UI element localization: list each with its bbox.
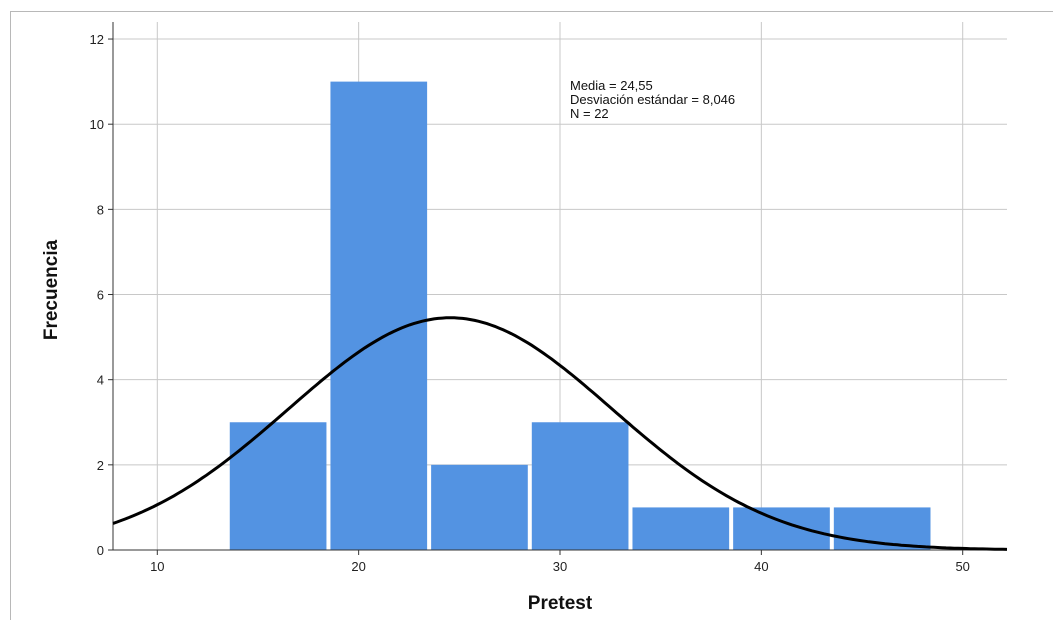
y-ticks: 0 2 4 6 8 10 12 bbox=[90, 32, 113, 558]
x-tick-label: 30 bbox=[553, 559, 567, 574]
bars bbox=[229, 81, 931, 550]
x-axis-title: Pretest bbox=[528, 593, 593, 614]
x-tick-label: 20 bbox=[351, 559, 365, 574]
stats-line-mean: Media = 24,55 bbox=[570, 78, 653, 93]
chart-frame bbox=[10, 11, 1053, 620]
x-ticks: 10 20 30 40 50 bbox=[150, 550, 970, 574]
x-tick-label: 50 bbox=[955, 559, 969, 574]
x-tick-label: 40 bbox=[754, 559, 768, 574]
histogram-bar bbox=[431, 464, 528, 550]
x-tick-label: 10 bbox=[150, 559, 164, 574]
histogram-bar bbox=[733, 507, 830, 550]
y-tick-label: 4 bbox=[97, 373, 104, 388]
y-axis-title: Frecuencia bbox=[41, 239, 62, 340]
y-tick-label: 0 bbox=[97, 543, 104, 558]
stats-line-n: N = 22 bbox=[570, 106, 609, 121]
y-tick-label: 2 bbox=[97, 458, 104, 473]
histogram-bar bbox=[632, 507, 730, 550]
histogram-bar bbox=[531, 422, 629, 550]
normal-curve bbox=[112, 316, 1008, 551]
y-tick-label: 10 bbox=[90, 117, 104, 132]
histogram-bar bbox=[330, 81, 428, 550]
histogram-bar bbox=[229, 422, 327, 550]
y-tick-label: 8 bbox=[97, 202, 104, 217]
y-tick-label: 6 bbox=[97, 288, 104, 303]
y-tick-label: 12 bbox=[90, 32, 104, 47]
stats-line-sd: Desviación estándar = 8,046 bbox=[570, 92, 735, 107]
